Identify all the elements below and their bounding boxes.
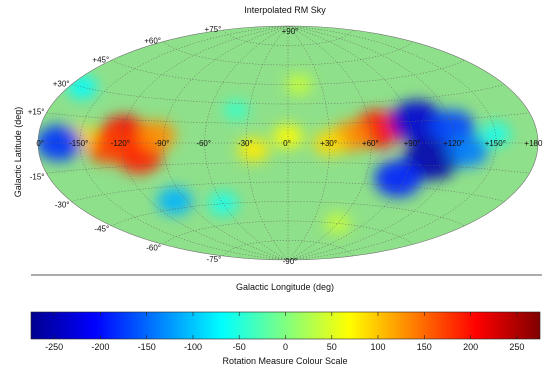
rm-feature: [390, 100, 443, 142]
longitude-label: -60°: [196, 139, 211, 148]
colorbar-tick-label: 50: [327, 342, 337, 352]
latitude-label: -15°: [30, 172, 45, 181]
longitude-label: -120°: [111, 139, 130, 148]
latitude-label: +45°: [92, 55, 109, 64]
rm-feature: [85, 128, 130, 164]
longitude-label: 0°: [283, 139, 291, 148]
longitude-label: +30°: [320, 139, 337, 148]
longitude-label: +90°: [404, 139, 421, 148]
colorbar-ticks: -250 -200 -150 -100 -50 0 50 100 150 200 250: [45, 312, 524, 352]
y-axis-label: Galactic Latitude (deg): [13, 107, 23, 198]
colorbar: [30, 311, 541, 340]
latitude-labels: +90° +75° +60° +45° +30° +15° 0° -15° -30° -45° -6…: [28, 25, 299, 266]
rm-feature: [324, 213, 351, 234]
parallel-line: [71, 84, 505, 105]
meridian-line: [246, 26, 289, 260]
colorbar-label: Rotation Measure Colour Scale: [222, 356, 347, 366]
colorbar-tick-label: -50: [233, 342, 246, 352]
rm-feature: [404, 136, 461, 180]
rm-feature: [481, 122, 510, 146]
rm-feature: [223, 99, 250, 121]
meridian-line: [287, 26, 372, 260]
rm-feature: [137, 120, 176, 151]
rm-feature: [286, 74, 312, 95]
latitude-label: -75°: [207, 255, 222, 264]
colorbar-tick-label: -150: [138, 342, 156, 352]
rm-feature: [67, 75, 98, 100]
latitude-label: -60°: [146, 243, 161, 252]
colorbar-tick-label: 0: [283, 342, 288, 352]
colorbar-tick-label: -250: [45, 342, 63, 352]
rm-feature: [374, 159, 422, 198]
colorbar-tick-label: -100: [184, 342, 202, 352]
latitude-label: -90°: [283, 257, 298, 266]
latitude-label: -30°: [55, 201, 70, 210]
colorbar-tick-label: -200: [91, 342, 109, 352]
parallel-line: [111, 201, 465, 226]
rm-feature: [237, 137, 270, 163]
longitude-label: +180°: [524, 139, 543, 148]
latitude-label: +75°: [205, 25, 222, 34]
longitude-label: +120°: [443, 139, 464, 148]
map-title: Interpolated RM Sky: [244, 5, 326, 15]
colorbar-tick-label: 250: [509, 342, 524, 352]
parallel-line: [71, 181, 505, 202]
meridian-line: [287, 26, 497, 260]
colorbar-tick-label: 150: [417, 342, 432, 352]
longitude-label: +150°: [485, 139, 506, 148]
longitude-label: -150°: [69, 139, 88, 148]
latitude-label: +30°: [53, 80, 70, 89]
colorbar-tick-label: 200: [463, 342, 478, 352]
longitude-label: +60°: [362, 139, 379, 148]
latitude-label: +60°: [144, 37, 161, 46]
longitude-label: -90°: [155, 139, 170, 148]
latitude-label: +90°: [282, 27, 299, 36]
x-axis-label: Galactic Longitude (deg): [236, 282, 334, 292]
longitude-label: -30°: [238, 139, 253, 148]
latitude-label: 0°: [36, 139, 44, 148]
rm-feature: [38, 125, 82, 161]
coordinate-grid: [38, 26, 538, 260]
rm-feature: [156, 187, 193, 216]
parallel-line: [223, 29, 353, 46]
sky-outline: [37, 25, 539, 261]
longitude-labels: -150° -120° -90° -60° -30° 0° +30° +60° +90° +120…: [69, 139, 543, 148]
parallel-line: [223, 240, 353, 257]
meridian-line: [162, 26, 289, 260]
latitude-label: +15°: [28, 108, 45, 117]
colorbar-tick-label: 100: [370, 342, 385, 352]
latitude-label: -45°: [94, 225, 109, 234]
parallel-line: [111, 60, 465, 85]
